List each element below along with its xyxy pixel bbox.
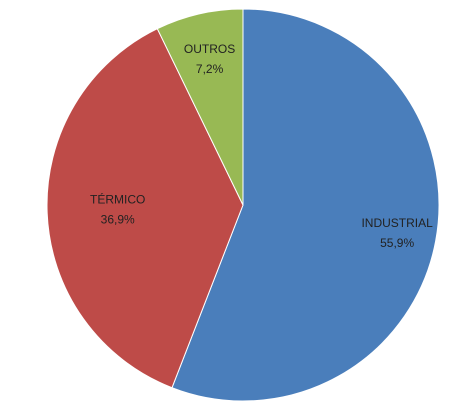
pie-slice	[46, 28, 244, 389]
slice-value-label: 55,9%	[380, 236, 414, 250]
slice-value-label: 36,9%	[101, 212, 135, 226]
pie-slice	[171, 8, 440, 401]
slice-category: INDUSTRIAL	[361, 216, 433, 230]
pie-slice	[156, 8, 244, 206]
slice-value-label: 7,2%	[196, 62, 224, 76]
labels: INDUSTRIAL 55,9% TÉRMICO 36,9% OUTROS 7,2%	[90, 42, 433, 250]
slice-category: OUTROS	[184, 42, 235, 56]
slice-category: TÉRMICO	[90, 191, 145, 206]
slices	[46, 8, 440, 401]
